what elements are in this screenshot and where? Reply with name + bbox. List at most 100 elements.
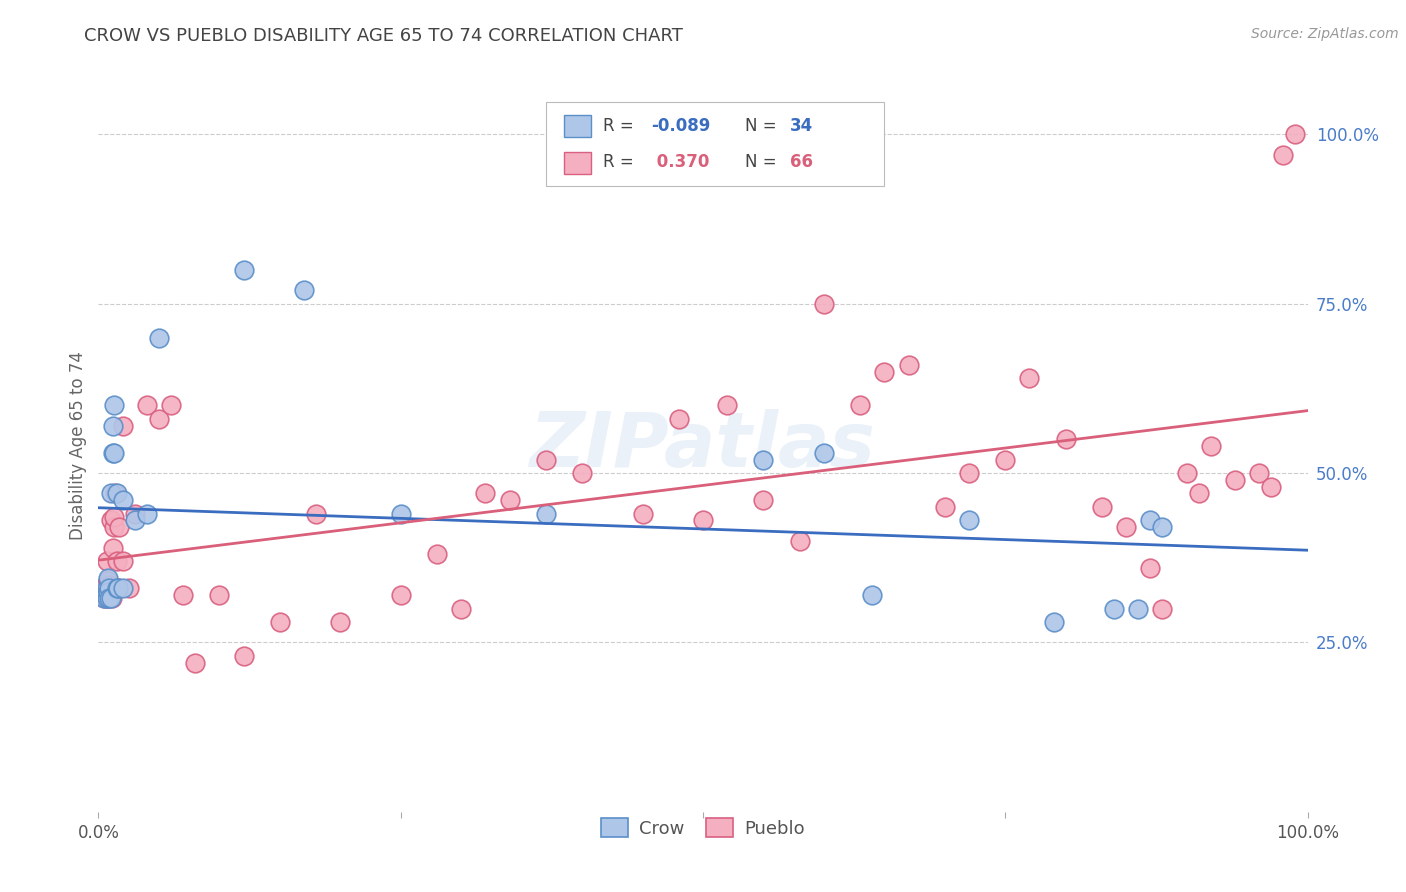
- Point: [135, 507, 157, 521]
- Point: [97, 591, 120, 606]
- Point: [103, 520, 125, 534]
- Point: [389, 588, 412, 602]
- Point: [1102, 601, 1125, 615]
- Point: [100, 581, 122, 595]
- Point: [498, 493, 520, 508]
- Text: 66: 66: [790, 153, 813, 171]
- Point: [108, 520, 131, 534]
- FancyBboxPatch shape: [564, 115, 591, 137]
- Point: [1152, 601, 1174, 615]
- Point: [1128, 601, 1150, 615]
- Point: [716, 398, 738, 412]
- Point: [474, 486, 496, 500]
- Point: [111, 581, 134, 595]
- Point: [1018, 371, 1040, 385]
- Point: [148, 331, 170, 345]
- Legend: Crow, Pueblo: Crow, Pueblo: [592, 809, 814, 847]
- Point: [101, 418, 124, 433]
- Point: [93, 591, 115, 606]
- Point: [813, 446, 835, 460]
- Point: [631, 507, 654, 521]
- Point: [232, 263, 254, 277]
- Point: [668, 412, 690, 426]
- Point: [111, 418, 134, 433]
- Point: [107, 581, 129, 595]
- Point: [534, 452, 557, 467]
- Point: [1054, 432, 1077, 446]
- Point: [752, 452, 775, 467]
- Text: -0.089: -0.089: [651, 117, 710, 135]
- Point: [98, 578, 121, 592]
- Text: 0.370: 0.370: [651, 153, 710, 171]
- Point: [571, 466, 593, 480]
- Point: [96, 581, 118, 595]
- Text: N =: N =: [745, 117, 782, 135]
- Point: [103, 398, 125, 412]
- Point: [148, 412, 170, 426]
- Point: [135, 398, 157, 412]
- Point: [160, 398, 183, 412]
- Point: [813, 297, 835, 311]
- Point: [100, 486, 122, 500]
- Point: [93, 591, 115, 606]
- Point: [1152, 520, 1174, 534]
- Point: [1091, 500, 1114, 514]
- Point: [98, 591, 121, 606]
- Point: [957, 514, 980, 528]
- Point: [97, 574, 120, 589]
- Point: [752, 493, 775, 508]
- Point: [269, 615, 291, 629]
- Point: [1260, 480, 1282, 494]
- Point: [1139, 561, 1161, 575]
- Point: [101, 541, 124, 555]
- Point: [94, 578, 117, 592]
- Point: [860, 588, 883, 602]
- Point: [101, 446, 124, 460]
- Point: [104, 486, 127, 500]
- Text: Source: ZipAtlas.com: Source: ZipAtlas.com: [1251, 27, 1399, 41]
- Point: [232, 648, 254, 663]
- Point: [692, 514, 714, 528]
- Text: ZIPatlas: ZIPatlas: [530, 409, 876, 483]
- Point: [534, 507, 557, 521]
- Point: [1223, 473, 1246, 487]
- Point: [96, 591, 118, 606]
- Point: [97, 584, 120, 599]
- Point: [96, 554, 118, 568]
- Point: [96, 591, 118, 606]
- Point: [789, 533, 811, 548]
- Text: CROW VS PUEBLO DISABILITY AGE 65 TO 74 CORRELATION CHART: CROW VS PUEBLO DISABILITY AGE 65 TO 74 C…: [84, 27, 683, 45]
- FancyBboxPatch shape: [546, 103, 884, 186]
- Point: [98, 581, 121, 595]
- Point: [105, 486, 128, 500]
- Point: [105, 581, 128, 595]
- Point: [100, 591, 122, 606]
- Point: [118, 581, 141, 595]
- Point: [292, 283, 315, 297]
- Point: [1139, 514, 1161, 528]
- Point: [184, 656, 207, 670]
- Y-axis label: Disability Age 65 to 74: Disability Age 65 to 74: [69, 351, 87, 541]
- Point: [124, 507, 146, 521]
- Point: [1199, 439, 1222, 453]
- Point: [1249, 466, 1271, 480]
- Point: [849, 398, 872, 412]
- Point: [426, 547, 449, 561]
- Point: [1175, 466, 1198, 480]
- Point: [329, 615, 352, 629]
- Point: [105, 581, 128, 595]
- Point: [389, 507, 412, 521]
- Point: [897, 358, 920, 372]
- Text: R =: R =: [603, 153, 638, 171]
- Point: [124, 514, 146, 528]
- Point: [103, 446, 125, 460]
- Point: [1284, 128, 1306, 142]
- Point: [208, 588, 231, 602]
- Text: 34: 34: [790, 117, 813, 135]
- Point: [111, 493, 134, 508]
- Point: [1272, 148, 1295, 162]
- Point: [994, 452, 1017, 467]
- Point: [934, 500, 956, 514]
- Point: [1188, 486, 1211, 500]
- Point: [450, 601, 472, 615]
